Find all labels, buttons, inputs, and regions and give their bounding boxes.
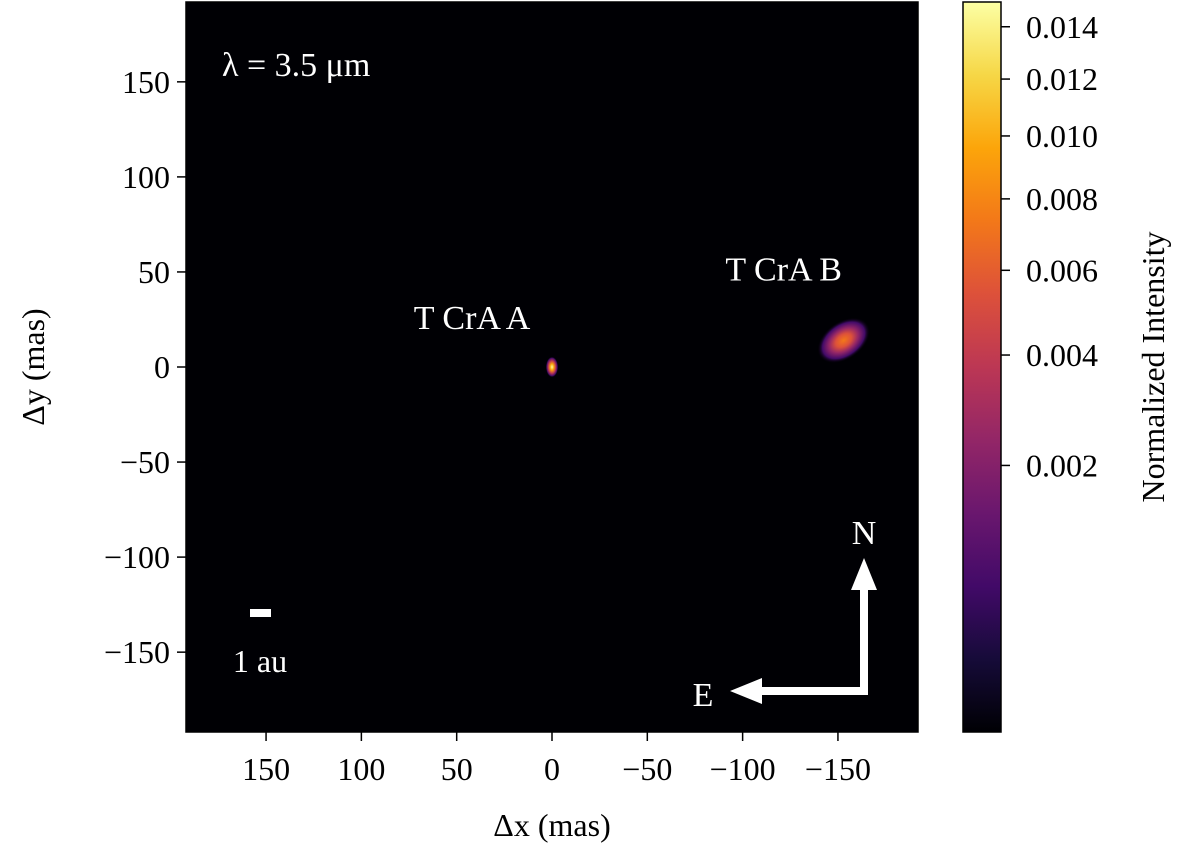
colorbar-tick-label: 0.010 — [1026, 118, 1098, 154]
colorbar-tick-label: 0.008 — [1026, 181, 1098, 217]
x-tick-label: 0 — [544, 751, 560, 787]
compass-north-arrowhead — [851, 558, 877, 590]
x-axis: 150 100 50 0 −50 −100 −150 — [242, 732, 871, 787]
y-tick-label: 50 — [138, 254, 170, 290]
x-tick-label: −150 — [805, 751, 871, 787]
compass: N E — [693, 515, 877, 714]
source-label: T CrA B — [725, 251, 842, 288]
source-label: T CrA A — [414, 300, 531, 337]
colorbar-tick-label: 0.004 — [1026, 337, 1098, 373]
plot-area: T CrA A T CrA B λ = 3.5 μm 1 au N E — [185, 1, 919, 733]
colorbar: 0.014 0.012 0.010 0.008 0.006 0.004 0.002 Norm… — [962, 1, 1171, 733]
colorbar-tick-label: 0.006 — [1026, 252, 1098, 288]
y-tick-label: 150 — [122, 64, 170, 100]
y-tick-label: −50 — [120, 444, 170, 480]
colorbar-tick-label: 0.002 — [1026, 447, 1098, 483]
y-tick-label: 100 — [122, 159, 170, 195]
y-tick-label: 0 — [154, 349, 170, 385]
y-axis-label: Δy (mas) — [15, 308, 51, 425]
compass-east-label: E — [693, 677, 714, 714]
colorbar-tick-label: 0.012 — [1026, 61, 1098, 97]
colorbar-ticks: 0.014 0.012 0.010 0.008 0.006 0.004 0.002 — [1001, 9, 1098, 483]
scale-bar-label: 1 au — [233, 643, 287, 679]
source-blob — [817, 317, 871, 364]
y-tick-label: −100 — [104, 539, 170, 575]
x-tick-label: 150 — [242, 751, 290, 787]
x-axis-label: Δx (mas) — [493, 807, 610, 843]
colorbar-tick-label: 0.014 — [1026, 9, 1098, 45]
x-tick-label: 50 — [441, 751, 473, 787]
scale-bar — [250, 609, 271, 617]
colorbar-label: Normalized Intensity — [1135, 231, 1171, 502]
compass-east-arrowhead — [730, 678, 762, 704]
x-tick-label: 100 — [337, 751, 385, 787]
colorbar-gradient-bar — [962, 1, 1002, 733]
x-tick-label: −100 — [710, 751, 776, 787]
sources-layer: T CrA A T CrA B — [414, 251, 871, 378]
compass-north-label: N — [852, 515, 877, 552]
wavelength-annotation: λ = 3.5 μm — [222, 47, 370, 84]
y-tick-label: −150 — [104, 634, 170, 670]
y-axis: 150 100 50 0 −50 −100 −150 — [104, 64, 186, 670]
x-tick-label: −50 — [622, 751, 672, 787]
source-blob — [545, 356, 559, 378]
